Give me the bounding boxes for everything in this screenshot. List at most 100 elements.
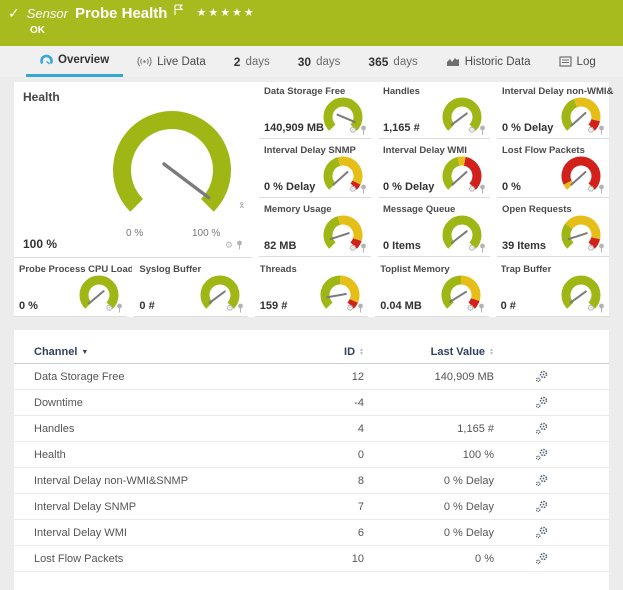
tab-label-suffix: days <box>245 56 269 68</box>
tab-historic-data[interactable]: Historic Data <box>432 46 545 77</box>
pin-icon[interactable] <box>360 125 367 135</box>
gauge-card: Data Storage Free140,909 MB⚙ <box>259 82 371 139</box>
pin-icon[interactable] <box>598 243 605 253</box>
gauge-value: 0 % <box>19 300 38 312</box>
table-row[interactable]: Health0100 % <box>14 442 609 468</box>
channel-settings-icon[interactable] <box>535 474 549 487</box>
live-data-icon <box>137 56 152 67</box>
channel-table-header: Channel ▼ ID ▲▼ Last Value ▲▼ <box>14 330 609 364</box>
table-row[interactable]: Interval Delay SNMP70 % Delay <box>14 494 609 520</box>
channel-last-value: 0 % <box>364 553 494 565</box>
table-row[interactable]: Data Storage Free12140,909 MB <box>14 364 609 390</box>
pin-icon[interactable] <box>237 303 244 313</box>
gauge-card: Open Requests39 Items⚙ <box>497 200 609 257</box>
gear-icon[interactable]: ⚙ <box>225 241 233 250</box>
gear-icon[interactable]: ⚙ <box>226 304 234 313</box>
gear-icon[interactable]: ⚙ <box>349 185 357 194</box>
column-label: Last Value <box>431 346 485 358</box>
gauge-value: 0 Items <box>383 240 421 252</box>
column-header-channel[interactable]: Channel ▼ <box>34 346 304 358</box>
flag-icon[interactable] <box>174 2 183 20</box>
channel-settings-icon[interactable] <box>535 396 549 409</box>
channel-id: 4 <box>304 423 364 435</box>
gear-icon[interactable]: ⚙ <box>468 185 476 194</box>
pin-icon[interactable] <box>598 184 605 194</box>
pin-icon[interactable] <box>598 125 605 135</box>
channel-settings-icon[interactable] <box>535 370 549 383</box>
channel-name: Interval Delay WMI <box>34 527 304 539</box>
gauge-value: 0 # <box>501 300 516 312</box>
tab-365-days[interactable]: 365 days <box>354 46 431 77</box>
channel-id: 7 <box>304 501 364 513</box>
gauge-value: 100 % <box>23 237 57 251</box>
gear-icon[interactable]: ⚙ <box>105 304 113 313</box>
channel-id: 12 <box>304 371 364 383</box>
status-badge: OK <box>30 25 45 36</box>
historic-data-icon <box>446 56 460 67</box>
channel-id: 0 <box>304 449 364 461</box>
pin-icon[interactable] <box>236 240 243 250</box>
pin-icon[interactable] <box>479 184 486 194</box>
gauge-title: Syslog Buffer <box>139 264 201 275</box>
table-row[interactable]: Handles41,165 # <box>14 416 609 442</box>
gear-icon[interactable]: ⚙ <box>346 304 354 313</box>
table-row[interactable]: Lost Flow Packets100 % <box>14 546 609 572</box>
channel-id: 6 <box>304 527 364 539</box>
gauge-card: Handles1,165 #⚙ <box>378 82 490 139</box>
channel-settings-icon[interactable] <box>535 422 549 435</box>
pin-icon[interactable] <box>478 303 485 313</box>
column-header-last-value[interactable]: Last Value ▲▼ <box>364 346 494 358</box>
gauge-value: 0 % Delay <box>383 181 434 193</box>
gear-icon[interactable]: ⚙ <box>349 244 357 253</box>
gear-icon[interactable]: ⚙ <box>587 244 595 253</box>
column-header-id[interactable]: ID ▲▼ <box>304 346 364 358</box>
gauge-value: 140,909 MB <box>264 122 324 134</box>
tab-label: Log <box>577 56 596 68</box>
table-row[interactable]: Interval Delay non-WMI&SNMP80 % Delay <box>14 468 609 494</box>
table-row[interactable]: Interval Delay WMI60 % Delay <box>14 520 609 546</box>
channel-id: 10 <box>304 553 364 565</box>
tab-strip: Overview Live Data 2 days 30 days 365 da… <box>0 46 623 77</box>
tab-2-days[interactable]: 2 days <box>220 46 284 77</box>
pin-icon[interactable] <box>479 125 486 135</box>
tab-label-suffix: days <box>316 56 340 68</box>
pin-icon[interactable] <box>357 303 364 313</box>
gauge-title: Handles <box>383 86 420 97</box>
channel-settings-icon[interactable] <box>535 500 549 513</box>
gear-icon[interactable]: ⚙ <box>467 304 475 313</box>
table-row[interactable]: Downtime-4 <box>14 390 609 416</box>
channel-settings-icon[interactable] <box>535 526 549 539</box>
gear-icon[interactable]: ⚙ <box>468 244 476 253</box>
channel-last-value: 140,909 MB <box>364 371 494 383</box>
tab-log[interactable]: Log <box>545 46 610 77</box>
pin-icon[interactable] <box>360 184 367 194</box>
channel-name: Downtime <box>34 397 304 409</box>
tab-live-data[interactable]: Live Data <box>123 46 220 77</box>
tab-30-days[interactable]: 30 days <box>284 46 355 77</box>
pin-icon[interactable] <box>598 303 605 313</box>
pin-icon[interactable] <box>360 243 367 253</box>
channel-settings-icon[interactable] <box>535 552 549 565</box>
page-title: Probe Health <box>75 5 168 22</box>
gauge-value: 82 MB <box>264 240 296 252</box>
pin-icon[interactable] <box>116 303 123 313</box>
gear-icon[interactable]: ⚙ <box>349 126 357 135</box>
tab-overview[interactable]: Overview <box>26 46 123 77</box>
gauge-icon <box>40 54 53 66</box>
log-icon <box>559 56 572 67</box>
gauge-max-label: 100 % <box>192 228 220 239</box>
gauge-card: Interval Delay WMI0 % Delay⚙ <box>378 141 490 198</box>
tab-label: Historic Data <box>465 56 531 68</box>
gear-icon[interactable]: ⚙ <box>587 126 595 135</box>
gear-icon[interactable]: ⚙ <box>468 126 476 135</box>
gauge-title: Trap Buffer <box>501 264 552 275</box>
priority-stars[interactable]: ★★★★★ <box>196 6 255 19</box>
channel-name: Interval Delay SNMP <box>34 501 304 513</box>
gauge-value: 159 # <box>260 300 288 312</box>
sensor-header: ✓ Sensor Probe Health ★★★★★ OK <box>0 0 623 46</box>
gear-icon[interactable]: ⚙ <box>587 304 595 313</box>
gauge-value: 0 % <box>502 181 521 193</box>
pin-icon[interactable] <box>479 243 486 253</box>
gear-icon[interactable]: ⚙ <box>587 185 595 194</box>
channel-settings-icon[interactable] <box>535 448 549 461</box>
